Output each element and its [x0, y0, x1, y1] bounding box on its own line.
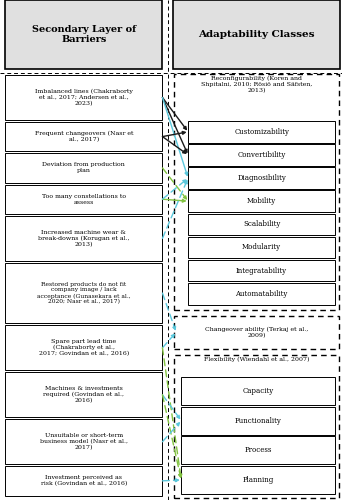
FancyBboxPatch shape: [188, 214, 335, 235]
Text: Process: Process: [245, 446, 272, 454]
FancyBboxPatch shape: [188, 190, 335, 212]
FancyBboxPatch shape: [5, 0, 162, 69]
FancyBboxPatch shape: [5, 466, 162, 496]
Text: Restored products do not fit
company image / lack
acceptance (Gunasekara et al.,: Restored products do not fit company ima…: [37, 282, 131, 304]
FancyBboxPatch shape: [5, 263, 162, 324]
FancyBboxPatch shape: [5, 372, 162, 418]
Text: Planning: Planning: [242, 476, 274, 484]
FancyBboxPatch shape: [5, 420, 162, 464]
Text: Convertibility: Convertibility: [237, 151, 286, 159]
Text: Changeover ability (Terkaj et al.,
2009): Changeover ability (Terkaj et al., 2009): [205, 326, 308, 338]
Text: Functionality: Functionality: [235, 416, 282, 424]
Text: Mobility: Mobility: [247, 197, 276, 205]
FancyBboxPatch shape: [188, 121, 335, 142]
Text: Too many constellations to
assess: Too many constellations to assess: [42, 194, 126, 204]
FancyBboxPatch shape: [181, 466, 335, 494]
FancyBboxPatch shape: [188, 144, 335, 166]
Text: Spare part lead time
(Chakraborty et al.,
2017; Govindan et al., 2016): Spare part lead time (Chakraborty et al.…: [39, 340, 129, 356]
Text: Unsuitable or short-term
business model (Nasr et al.,
2017): Unsuitable or short-term business model …: [40, 434, 128, 450]
Text: Flexibility (Wiendahl et al., 2007): Flexibility (Wiendahl et al., 2007): [204, 357, 309, 362]
Text: Scalability: Scalability: [243, 220, 280, 228]
Text: Capacity: Capacity: [242, 387, 274, 395]
Text: Reconfigurability (Koren and
Shpitalni, 2010; Rösiö and Säfsten,
2013): Reconfigurability (Koren and Shpitalni, …: [201, 76, 312, 93]
Text: Diagnosibility: Diagnosibility: [237, 174, 286, 182]
FancyBboxPatch shape: [188, 236, 335, 258]
FancyBboxPatch shape: [173, 0, 340, 69]
FancyBboxPatch shape: [188, 260, 335, 281]
FancyBboxPatch shape: [5, 153, 162, 182]
FancyBboxPatch shape: [5, 122, 162, 151]
Text: Increased machine wear &
break-downs (Korugan et al.,
2013): Increased machine wear & break-downs (Ko…: [38, 230, 130, 247]
Text: Deviation from production
plan: Deviation from production plan: [42, 162, 125, 173]
Text: Investment perceived as
risk (Govindan et al., 2016): Investment perceived as risk (Govindan e…: [41, 476, 127, 486]
FancyBboxPatch shape: [5, 184, 162, 214]
Text: Automatability: Automatability: [235, 290, 288, 298]
Text: Integratability: Integratability: [236, 266, 287, 274]
FancyBboxPatch shape: [181, 436, 335, 464]
Text: Secondary Layer of
Barriers: Secondary Layer of Barriers: [32, 25, 136, 44]
FancyBboxPatch shape: [5, 75, 162, 120]
FancyBboxPatch shape: [5, 326, 162, 370]
FancyBboxPatch shape: [188, 167, 335, 189]
Text: Adaptability Classes: Adaptability Classes: [198, 30, 315, 39]
Text: Imbalanced lines (Chakraborty
et al., 2017; Andersen et al.,
2023): Imbalanced lines (Chakraborty et al., 20…: [35, 89, 133, 106]
FancyBboxPatch shape: [181, 377, 335, 405]
Text: Frequent changeovers (Nasr et
al., 2017): Frequent changeovers (Nasr et al., 2017): [35, 131, 133, 142]
Text: Modularity: Modularity: [242, 244, 281, 252]
Text: Customizability: Customizability: [234, 128, 289, 136]
FancyBboxPatch shape: [188, 283, 335, 304]
FancyBboxPatch shape: [5, 216, 162, 261]
FancyBboxPatch shape: [181, 406, 335, 434]
Text: Machines & investments
required (Govindan et al.,
2016): Machines & investments required (Govinda…: [43, 386, 124, 404]
